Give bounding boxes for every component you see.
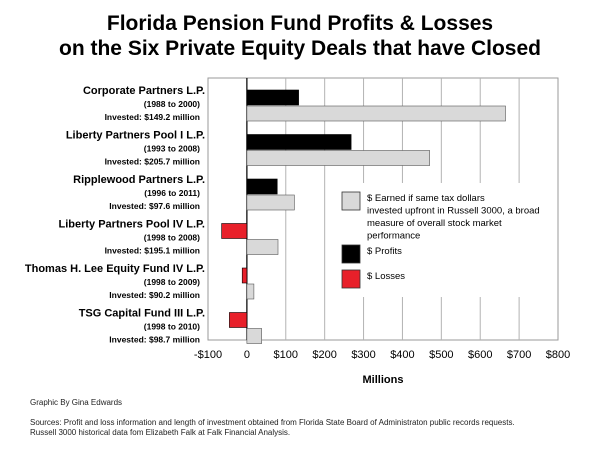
category-label: Thomas H. Lee Equity Fund IV L.P. (25, 263, 205, 275)
category-label: Liberty Partners Pool IV L.P. (58, 219, 205, 231)
category-label: Liberty Partners Pool I L.P. (66, 130, 205, 142)
x-tick-label: $800 (546, 349, 570, 361)
loss-bar (241, 267, 248, 284)
legend-label-russell: $ Earned if same tax dollars (367, 193, 485, 204)
chart-title-line-2: on the Six Private Equity Deals that hav… (59, 37, 541, 60)
russell-bar (246, 328, 262, 344)
x-tick-label: -$100 (194, 349, 222, 361)
category-period: (1988 to 2000) (144, 99, 200, 109)
category-invested: Invested: $97.6 million (109, 201, 200, 211)
profit-bar (246, 89, 299, 106)
category-invested: Invested: $90.2 million (109, 290, 200, 300)
x-tick-label: $600 (468, 349, 492, 361)
category-period: (1998 to 2010) (144, 322, 200, 332)
x-axis-title: Millions (363, 374, 404, 386)
sources-line-1: Sources: Profit and loss information and… (30, 418, 515, 427)
x-tick-label: $200 (312, 349, 336, 361)
loss-bar (229, 312, 248, 328)
x-tick-label: $700 (507, 349, 531, 361)
russell-bar (246, 194, 295, 211)
category-invested: Invested: $205.7 million (105, 157, 200, 167)
legend-label-russell: performance (367, 231, 420, 242)
category-invested: Invested: $195.1 million (105, 246, 200, 256)
x-tick-label: $100 (274, 349, 298, 361)
legend-swatch-russell (341, 191, 361, 211)
category-period: (1998 to 2008) (144, 233, 200, 243)
category-period: (1998 to 2009) (144, 277, 200, 287)
category-invested: Invested: $98.7 million (109, 335, 200, 345)
sources-line-2: Russell 3000 historical data fom Elizabe… (30, 428, 291, 437)
russell-bar (246, 150, 430, 166)
chart-title-line-1: Florida Pension Fund Profits & Losses (106, 12, 494, 35)
legend-label-profit: $ Profits (367, 246, 402, 257)
legend-label-russell: invested upfront in Russell 3000, a broa… (367, 206, 540, 217)
legend-box (337, 183, 545, 297)
profit-bar (246, 178, 278, 195)
x-tick-label: 0 (244, 349, 250, 361)
x-tick-label: $500 (429, 349, 453, 361)
x-tick-label: $300 (351, 349, 375, 361)
profit-bar (246, 134, 352, 150)
credit-text: Graphic By Gina Edwards (30, 398, 123, 407)
category-invested: Invested: $149.2 million (105, 112, 200, 122)
category-period: (1996 to 2011) (144, 188, 200, 198)
category-label: Corporate Partners L.P. (83, 85, 205, 97)
x-tick-label: $400 (390, 349, 414, 361)
russell-bar (246, 239, 279, 255)
legend-swatch-loss (341, 269, 361, 289)
category-period: (1993 to 2008) (144, 144, 200, 154)
category-label: Ripplewood Partners L.P. (73, 174, 205, 186)
legend-swatch-profit (341, 244, 361, 264)
russell-bar (246, 283, 255, 300)
legend-label-russell: measure of overall stock market (367, 218, 502, 229)
legend-label-loss: $ Losses (367, 271, 405, 282)
category-label: TSG Capital Fund III L.P. (79, 308, 205, 320)
russell-bar (246, 105, 506, 122)
loss-bar (221, 223, 248, 239)
